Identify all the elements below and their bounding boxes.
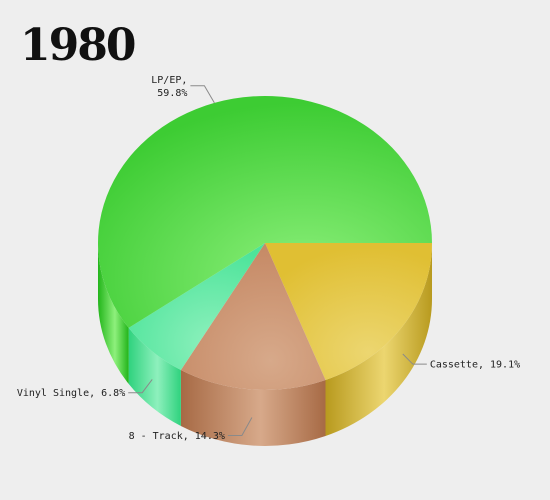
pie-side-8-track (180, 369, 326, 446)
slice-label-lp-ep: LP/EP, 59.8% (151, 75, 215, 104)
pie-slice-lp-ep[interactable] (98, 96, 433, 328)
pie-side-vinyl-single (128, 327, 181, 426)
slice-label-vinyl-single: Vinyl Single, 6.8% (17, 379, 153, 399)
pie-sides (98, 243, 432, 446)
slice-label-text: 8 - Track, 14.3% (129, 431, 225, 442)
pie-slice-cassette[interactable] (265, 243, 432, 381)
pie-slice-8-track[interactable] (180, 243, 326, 390)
pie-tops (98, 96, 433, 390)
slice-label-cassette: Cassette, 19.1% (402, 353, 520, 371)
pie-slice-vinyl-single[interactable] (128, 243, 265, 370)
slice-label-text: Vinyl Single, 6.8% (17, 388, 125, 399)
pie-side-cassette (325, 243, 432, 437)
slice-label-text: 59.8% (157, 88, 187, 99)
pie-labels: Cassette, 19.1% 8 - Track, 14.3% Vinyl Sin… (17, 75, 520, 442)
chart-title: 1980 (20, 20, 136, 71)
slice-label-text: Cassette, 19.1% (430, 360, 520, 371)
pie-side-lp-ep (98, 243, 129, 384)
slice-label-8-track: 8 - Track, 14.3% (129, 417, 253, 442)
slice-label-text: LP/EP, (151, 75, 187, 86)
